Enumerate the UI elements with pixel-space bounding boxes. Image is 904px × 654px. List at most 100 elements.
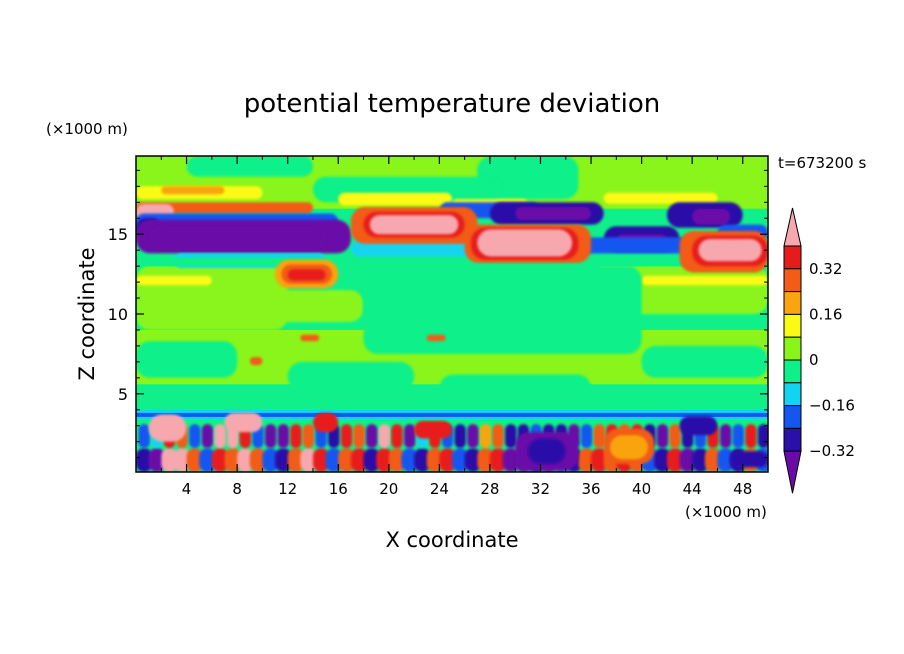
contour-blob — [363, 266, 642, 354]
contour-blob — [502, 448, 519, 472]
contour-blob — [388, 448, 406, 472]
contour-blob — [641, 345, 768, 378]
x-tick-label: 32 — [531, 480, 550, 498]
x-tick-label: 8 — [232, 480, 242, 498]
colorbar-bottom-arrow — [783, 450, 802, 494]
colorbar-box — [783, 245, 802, 270]
colorbar-label: 0 — [809, 351, 819, 369]
contour-blob — [148, 448, 165, 472]
contour-blob — [454, 424, 466, 448]
contour-blob — [201, 424, 214, 448]
x-tick-label: 20 — [379, 480, 398, 498]
contour-blob — [467, 424, 479, 448]
contour-blob — [148, 414, 187, 442]
contour-blob — [479, 424, 492, 448]
contour-blob — [610, 435, 648, 460]
contour-blob — [138, 424, 150, 448]
contour-blob — [603, 192, 718, 204]
contour-blob — [477, 229, 573, 257]
contour-blob — [136, 275, 212, 286]
contour-blob — [464, 448, 481, 472]
x-tick-label: 24 — [430, 480, 449, 498]
contour-blob — [313, 448, 330, 472]
contour-blob — [136, 448, 153, 472]
contour-blob — [666, 448, 684, 472]
colorbar-box — [783, 313, 802, 338]
x-tick-label: 44 — [683, 480, 702, 498]
colorbar-label: −0.16 — [809, 397, 855, 415]
contour-blob — [505, 424, 517, 448]
x-tick-label: 40 — [632, 480, 651, 498]
x-tick-label: 12 — [278, 480, 297, 498]
contour-blob — [426, 334, 446, 342]
contour-blob — [136, 341, 238, 378]
y-unit-label: (×1000 m) — [46, 120, 128, 138]
y-tick-label: 15 — [108, 225, 128, 244]
colorbar-box — [783, 268, 802, 293]
contour-blob — [492, 424, 504, 448]
contour-blob — [591, 448, 608, 472]
contour-blob — [692, 208, 731, 225]
colorbar-label: 0.16 — [809, 305, 842, 323]
contour-blob — [489, 448, 507, 472]
contour-blob — [414, 420, 452, 439]
contour-blob — [277, 424, 289, 448]
contour-blob — [214, 424, 226, 448]
contour-blob — [300, 334, 320, 342]
contour-blob — [300, 448, 317, 472]
contour-blob — [363, 448, 380, 472]
contour-blob — [732, 424, 744, 448]
colorbar-box — [783, 382, 802, 407]
contour-blob — [730, 451, 768, 468]
x-tick-label: 48 — [733, 480, 752, 498]
contour-blob — [679, 416, 718, 436]
x-axis-label: X coordinate — [385, 528, 518, 552]
x-tick-label: 4 — [182, 480, 192, 498]
contour-blob — [369, 215, 459, 235]
contour-blob — [350, 240, 490, 257]
contour-blob — [136, 412, 768, 417]
contour-blob — [287, 448, 305, 472]
contour-blob — [211, 448, 229, 472]
contour-blob — [580, 424, 593, 448]
contour-blob — [340, 424, 353, 448]
colorbar-box — [783, 427, 802, 452]
contour-blob — [264, 424, 277, 448]
contour-blob — [148, 226, 326, 251]
y-axis: 5 10 15 — [108, 169, 768, 459]
contour-blob — [692, 448, 709, 472]
contour-blob — [249, 448, 267, 472]
time-label: t=673200 s — [778, 154, 866, 172]
contour-blob — [287, 361, 415, 391]
contour-blob — [161, 186, 225, 195]
contour-blob — [287, 269, 326, 281]
contour-blob — [720, 424, 732, 448]
colorbar-box — [783, 405, 802, 429]
x-axis: 4 8 12 16 20 24 28 32 36 40 44 48 — [160, 156, 752, 498]
contour-blob — [338, 448, 355, 472]
contour-blob — [717, 448, 734, 472]
x-unit-label: (×1000 m) — [685, 503, 767, 521]
contour-blob — [353, 424, 365, 448]
contour-blob — [186, 448, 203, 472]
contour-blob — [313, 412, 339, 433]
colorbar-box — [783, 336, 802, 361]
contour-blob — [515, 207, 591, 220]
contour-blob — [641, 275, 768, 286]
contour-blob — [391, 424, 403, 448]
contour-blob — [593, 424, 605, 448]
colorbar-box — [783, 359, 802, 384]
contour-blob — [654, 448, 671, 472]
contour-blob — [404, 424, 416, 448]
contour-blob — [262, 448, 279, 472]
colorbar-label: 0.32 — [809, 260, 842, 278]
chart-title: potential temperature deviation — [244, 89, 660, 119]
contour-blob — [477, 156, 579, 200]
contour-blob — [578, 237, 705, 254]
y-axis-label: Z coordinate — [75, 247, 99, 380]
contour-blob — [290, 424, 302, 448]
contour-blob — [378, 424, 391, 448]
contour-blob — [704, 448, 722, 472]
contour-blob — [414, 448, 431, 472]
